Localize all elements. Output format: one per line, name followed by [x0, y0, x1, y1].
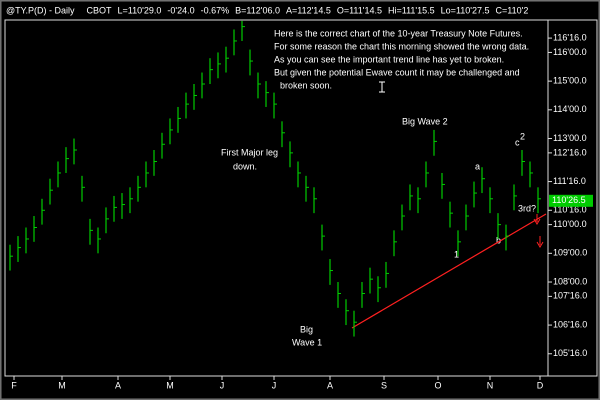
annotation: b [496, 235, 501, 245]
trend-line [351, 213, 547, 329]
x-tick-label: A [327, 380, 333, 390]
x-tick-label: S [381, 380, 387, 390]
y-tick-label: 115'00.0 [553, 76, 587, 86]
header-item: CBOT [86, 5, 112, 15]
annotation: down. [233, 161, 257, 171]
annotation: 1 [454, 249, 459, 259]
last-price-box [549, 194, 593, 207]
annotation: c [515, 137, 520, 147]
y-tick-label: 114'00.0 [553, 104, 587, 114]
header-item: Lo=110'27.5 [441, 5, 490, 15]
x-tick-label: O [434, 380, 441, 390]
cursor [379, 81, 385, 93]
y-tick-label: 108'00.0 [553, 276, 587, 286]
y-tick-label: 109'00.0 [553, 248, 587, 258]
note-line: For some reason the chart this morning s… [274, 41, 529, 51]
plot-border [4, 19, 598, 377]
annotation: Big [300, 324, 313, 334]
annotation: Big Wave 2 [402, 116, 448, 126]
annotation: Wave 1 [292, 337, 322, 347]
y-tick-label: 116'00.0 [553, 47, 587, 57]
header-item: C=110'2 [496, 5, 529, 15]
annotation: 2 [520, 131, 525, 141]
header: @TY.P(D) - Daily CBOT L=110'29.0 -0'24.0 -0.… [6, 5, 528, 15]
note-line: Here is the correct chart of the 10-year… [274, 28, 523, 38]
header-item: B=112'06.0 [235, 5, 280, 15]
y-tick-label: 107'16.0 [553, 291, 587, 301]
arrow [533, 214, 541, 225]
x-tick-label: J [272, 380, 277, 390]
note-line: As you can see the important trend line … [274, 54, 504, 64]
y-tick-label: 112'16.0 [553, 147, 587, 157]
x-tick-label: M [58, 380, 66, 390]
y-tick-label: 113'00.0 [553, 133, 587, 143]
x-tick-label: J [220, 380, 225, 390]
header-item: -0.67% [201, 5, 230, 15]
annotation: a [475, 161, 480, 171]
note-line: But given the potential Ewave count it m… [274, 67, 520, 77]
annotation: 3rd? [518, 203, 536, 213]
y-tick-label: 110'00.0 [553, 219, 587, 229]
header-item: O=111'14.5 [337, 5, 382, 15]
x-tick-label: A [115, 380, 121, 390]
annotation: First Major leg [221, 147, 278, 157]
y-tick-label: 116'16.0 [553, 32, 587, 42]
header-item: @TY.P(D) - Daily [6, 5, 75, 15]
header-item: A=112'14.5 [286, 5, 331, 15]
note-line: broken soon. [280, 80, 332, 90]
y-tick-label: 111'16.0 [553, 176, 586, 186]
y-tick-label: 105'16.0 [553, 348, 587, 358]
y-tick-label: 110'16.0 [553, 205, 587, 215]
x-tick-label: N [487, 380, 494, 390]
header-item: -0'24.0 [167, 5, 194, 15]
arrow [536, 236, 544, 248]
last-price-label: 110'26.5 [552, 195, 586, 205]
x-tick-label: D [537, 380, 544, 390]
y-tick-label: 106'16.0 [553, 319, 587, 329]
x-tick-label: M [166, 380, 174, 390]
header-item: L=110'29.0 [118, 5, 162, 15]
x-tick-label: F [11, 380, 17, 390]
header-item: Hi=111'15.5 [388, 5, 435, 15]
